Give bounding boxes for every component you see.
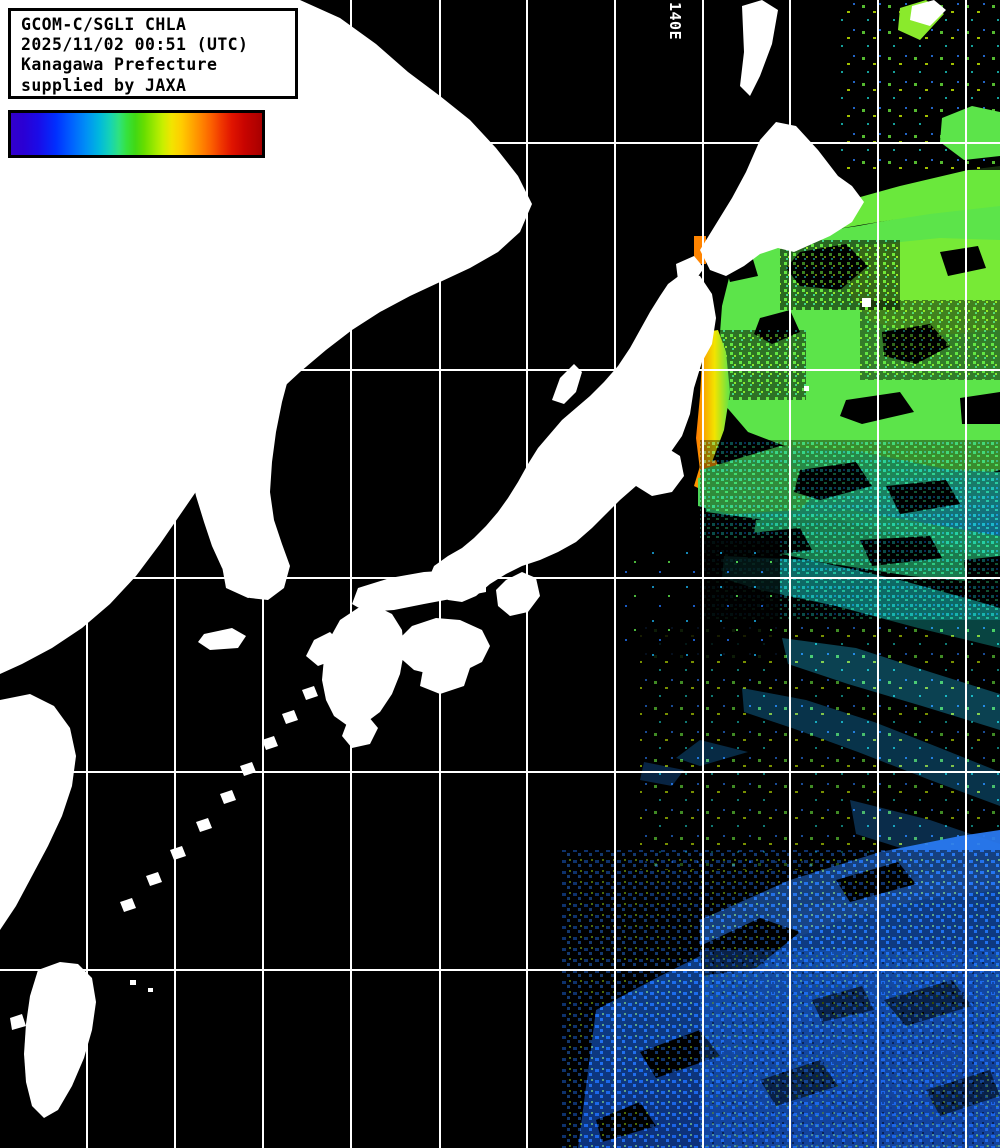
land-small-island-3	[10, 1014, 26, 1030]
land-small-island-1	[290, 182, 306, 196]
info-line-region: Kanagawa Prefecture	[21, 55, 218, 75]
latitude-label-40n: 40N	[0, 352, 25, 370]
info-line-credit: supplied by JAXA	[21, 75, 187, 95]
speckle-midocean	[640, 620, 1000, 870]
info-line-datetime: 2025/11/02 00:51 (UTC)	[21, 35, 249, 55]
land-honshu-kii	[496, 572, 540, 616]
land-jeju	[198, 628, 246, 650]
speckle-southeast	[700, 950, 1000, 1148]
land-ryukyu-islands	[120, 686, 318, 912]
chla-patch-hokkaido-east	[940, 106, 1000, 160]
info-box: GCOM-C/SGLI CHLA 2025/11/02 00:51 (UTC) …	[8, 8, 298, 99]
land-shikoku	[398, 618, 490, 676]
land-chugoku	[352, 570, 486, 612]
chla-coastal-very-high	[696, 330, 730, 470]
land-oki-island	[402, 108, 440, 160]
land-honshu-noto	[552, 364, 582, 404]
land-kyushu	[322, 606, 404, 726]
latitude-label-30n: 30N	[0, 754, 25, 772]
land-hokkaido	[700, 122, 864, 276]
land-mask	[0, 0, 946, 1118]
land-taiwan	[24, 962, 96, 1118]
longitude-label-140e: 140E	[666, 2, 684, 41]
land-small-island-2	[222, 200, 240, 214]
land-sakhalin	[740, 0, 778, 96]
land-honshu	[428, 272, 716, 602]
speckle-kanto-offshore	[620, 540, 780, 660]
land-honshu-kanto-bulge	[628, 446, 684, 496]
info-line-product: GCOM-C/SGLI CHLA	[21, 15, 187, 34]
land-islets	[18, 238, 871, 992]
chlorophyll-colorbar	[8, 110, 265, 158]
chla-patch-high-ne-2	[820, 166, 1000, 232]
land-asian-mainland	[0, 0, 532, 674]
land-shikoku-south	[420, 660, 470, 694]
land-china-coast-lower	[0, 694, 76, 930]
land-kuril	[910, 0, 946, 26]
land-kyushu-west	[306, 632, 340, 666]
land-honshu-notch	[608, 432, 630, 454]
colorbar-gradient	[11, 113, 262, 155]
cloud-speckle-northeast	[716, 240, 1000, 400]
